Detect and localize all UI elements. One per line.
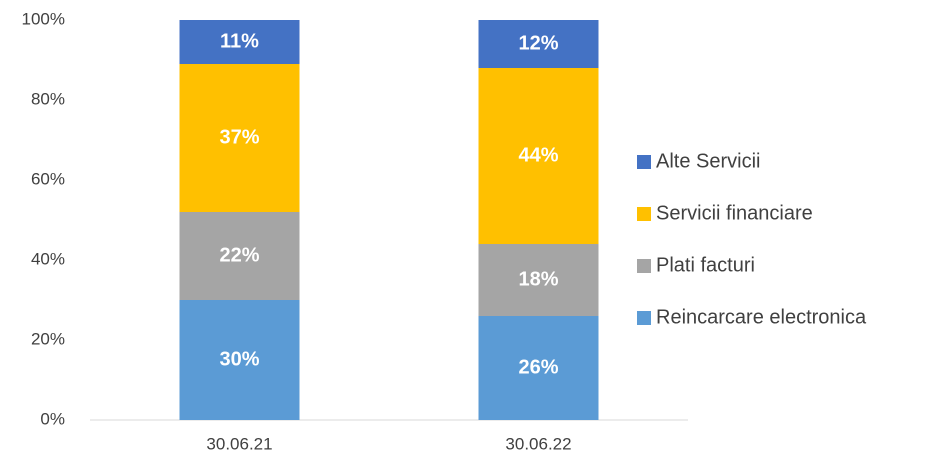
bar-segment xyxy=(179,300,300,420)
legend-label: Plati facturi xyxy=(656,254,755,276)
bar-segment xyxy=(478,244,599,316)
legend-label: Servicii financiare xyxy=(656,202,813,224)
bar-segment xyxy=(179,20,300,64)
data-label: 44% xyxy=(518,144,558,166)
y-tick-label: 0% xyxy=(40,409,65,428)
x-tick-label: 30.06.22 xyxy=(505,434,571,453)
y-tick-label: 60% xyxy=(31,169,65,188)
y-tick-label: 20% xyxy=(31,329,65,348)
y-tick-label: 100% xyxy=(22,9,65,28)
y-tick-label: 40% xyxy=(31,249,65,268)
bar-segment xyxy=(478,68,599,244)
legend-swatch xyxy=(637,311,651,325)
data-label: 26% xyxy=(518,356,558,378)
bar-segment xyxy=(179,212,300,300)
data-label: 11% xyxy=(220,30,259,52)
data-label: 12% xyxy=(518,32,558,54)
bar-segment xyxy=(179,64,300,212)
data-label: 18% xyxy=(518,268,558,290)
x-tick-label: 30.06.21 xyxy=(206,434,272,453)
data-label: 30% xyxy=(219,348,259,370)
legend-swatch xyxy=(637,155,651,169)
y-tick-label: 80% xyxy=(31,89,65,108)
data-label: 22% xyxy=(219,244,259,266)
bar-segment xyxy=(478,316,599,420)
bar-segment xyxy=(478,20,599,68)
legend-label: Reincarcare electronica xyxy=(656,306,867,328)
legend-swatch xyxy=(637,207,651,221)
data-label: 37% xyxy=(219,126,259,148)
legend-swatch xyxy=(637,259,651,273)
legend-label: Alte Servicii xyxy=(656,150,760,172)
